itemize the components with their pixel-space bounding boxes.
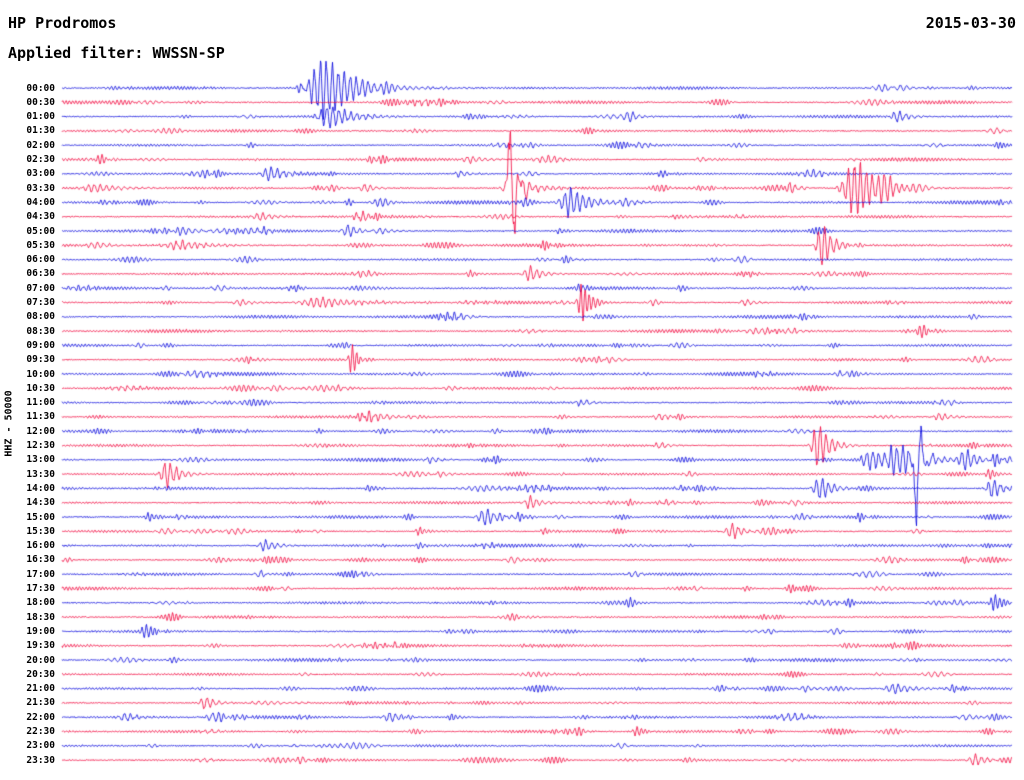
- time-label: 21:30: [26, 697, 55, 709]
- time-label: 22:30: [26, 726, 55, 737]
- time-label: 01:00: [26, 111, 55, 123]
- time-label: 08:00: [26, 311, 55, 323]
- time-label: 16:00: [26, 540, 55, 552]
- time-label: 23:00: [26, 740, 55, 752]
- time-label: 10:00: [26, 368, 55, 380]
- time-label: 18:00: [26, 597, 55, 609]
- time-label: 04:30: [26, 211, 55, 223]
- time-label: 03:30: [26, 182, 55, 194]
- time-label: 04:00: [26, 196, 55, 208]
- time-label: 05:00: [26, 225, 55, 237]
- time-label: 16:30: [26, 554, 55, 566]
- record-date: 2015-03-30: [925, 14, 1016, 32]
- time-label: 15:00: [26, 511, 55, 523]
- time-label: 20:30: [26, 668, 55, 680]
- time-label: 19:30: [26, 640, 55, 652]
- time-label: 14:30: [26, 497, 55, 509]
- station-title: HP Prodromos: [8, 14, 117, 32]
- time-label: 05:30: [26, 239, 55, 251]
- time-label: 00:00: [26, 82, 55, 94]
- time-label: 02:30: [26, 154, 55, 165]
- time-label: 17:00: [26, 568, 55, 580]
- time-label: 15:30: [26, 525, 55, 537]
- time-label: 13:30: [26, 468, 55, 480]
- time-label: 01:30: [26, 125, 55, 137]
- time-label: 07:00: [26, 282, 55, 294]
- time-label: 07:30: [26, 297, 55, 308]
- time-axis: 00:00 00:30 01:00 01:30 02:00 02:30 03:00 03:30…: [0, 0, 58, 780]
- time-label: 09:00: [26, 339, 55, 351]
- time-label: 06:30: [26, 268, 55, 280]
- time-label: 20:00: [26, 654, 55, 666]
- time-label: 22:00: [26, 711, 55, 723]
- time-label: 12:00: [26, 425, 55, 437]
- time-label: 00:30: [26, 96, 55, 108]
- time-label: 03:00: [26, 168, 55, 180]
- time-label: 21:00: [26, 683, 55, 695]
- time-label: 23:30: [26, 754, 55, 766]
- time-label: 10:30: [26, 382, 55, 394]
- time-label: 14:00: [26, 482, 55, 494]
- time-label: 06:00: [26, 254, 55, 266]
- time-label: 18:30: [26, 611, 55, 623]
- time-label: 09:30: [26, 354, 55, 366]
- time-label: 12:30: [26, 440, 55, 451]
- time-label: 08:30: [26, 325, 55, 337]
- time-label: 19:00: [26, 625, 55, 637]
- time-label: 13:00: [26, 454, 55, 466]
- time-label: 11:00: [26, 397, 55, 409]
- time-label: 02:00: [26, 139, 55, 151]
- time-label: 17:30: [26, 583, 55, 594]
- time-label: 11:30: [26, 411, 55, 423]
- applied-filter-label: Applied filter: WWSSN-SP: [8, 44, 225, 62]
